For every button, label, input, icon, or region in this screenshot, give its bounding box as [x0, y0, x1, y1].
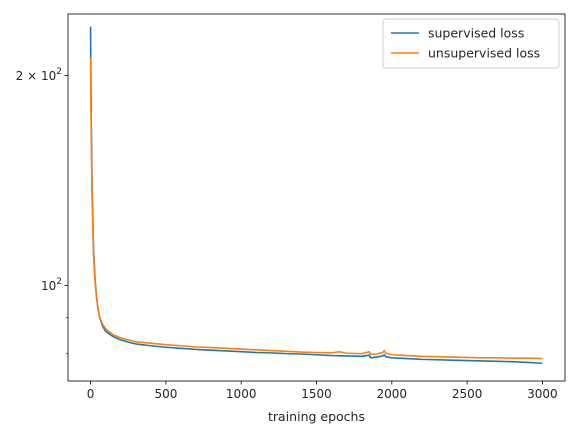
x-tick-label: 2000: [377, 387, 408, 401]
x-tick-label: 0: [87, 387, 95, 401]
legend: supervised loss unsupervised loss: [382, 18, 560, 69]
legend-label: unsupervised loss: [428, 46, 540, 61]
y-tick-label: 102: [41, 277, 62, 293]
x-tick-label: 1500: [301, 387, 332, 401]
x-axis-label: training epochs: [268, 409, 365, 424]
legend-label: supervised loss: [428, 26, 524, 41]
y-axis: 102 2 × 102: [16, 67, 68, 354]
legend-box: [382, 18, 560, 69]
x-tick-label: 2500: [452, 387, 483, 401]
x-tick-label: 3000: [527, 387, 558, 401]
series-line-unsupervised-loss: [89, 57, 543, 360]
y-tick-label: 2 × 102: [16, 67, 62, 83]
x-tick-label: 500: [154, 387, 177, 401]
series-layer: [89, 26, 543, 365]
x-axis: 0 500 1000 1500 2000 2500 3000: [87, 381, 558, 401]
x-tick-label: 1000: [226, 387, 257, 401]
